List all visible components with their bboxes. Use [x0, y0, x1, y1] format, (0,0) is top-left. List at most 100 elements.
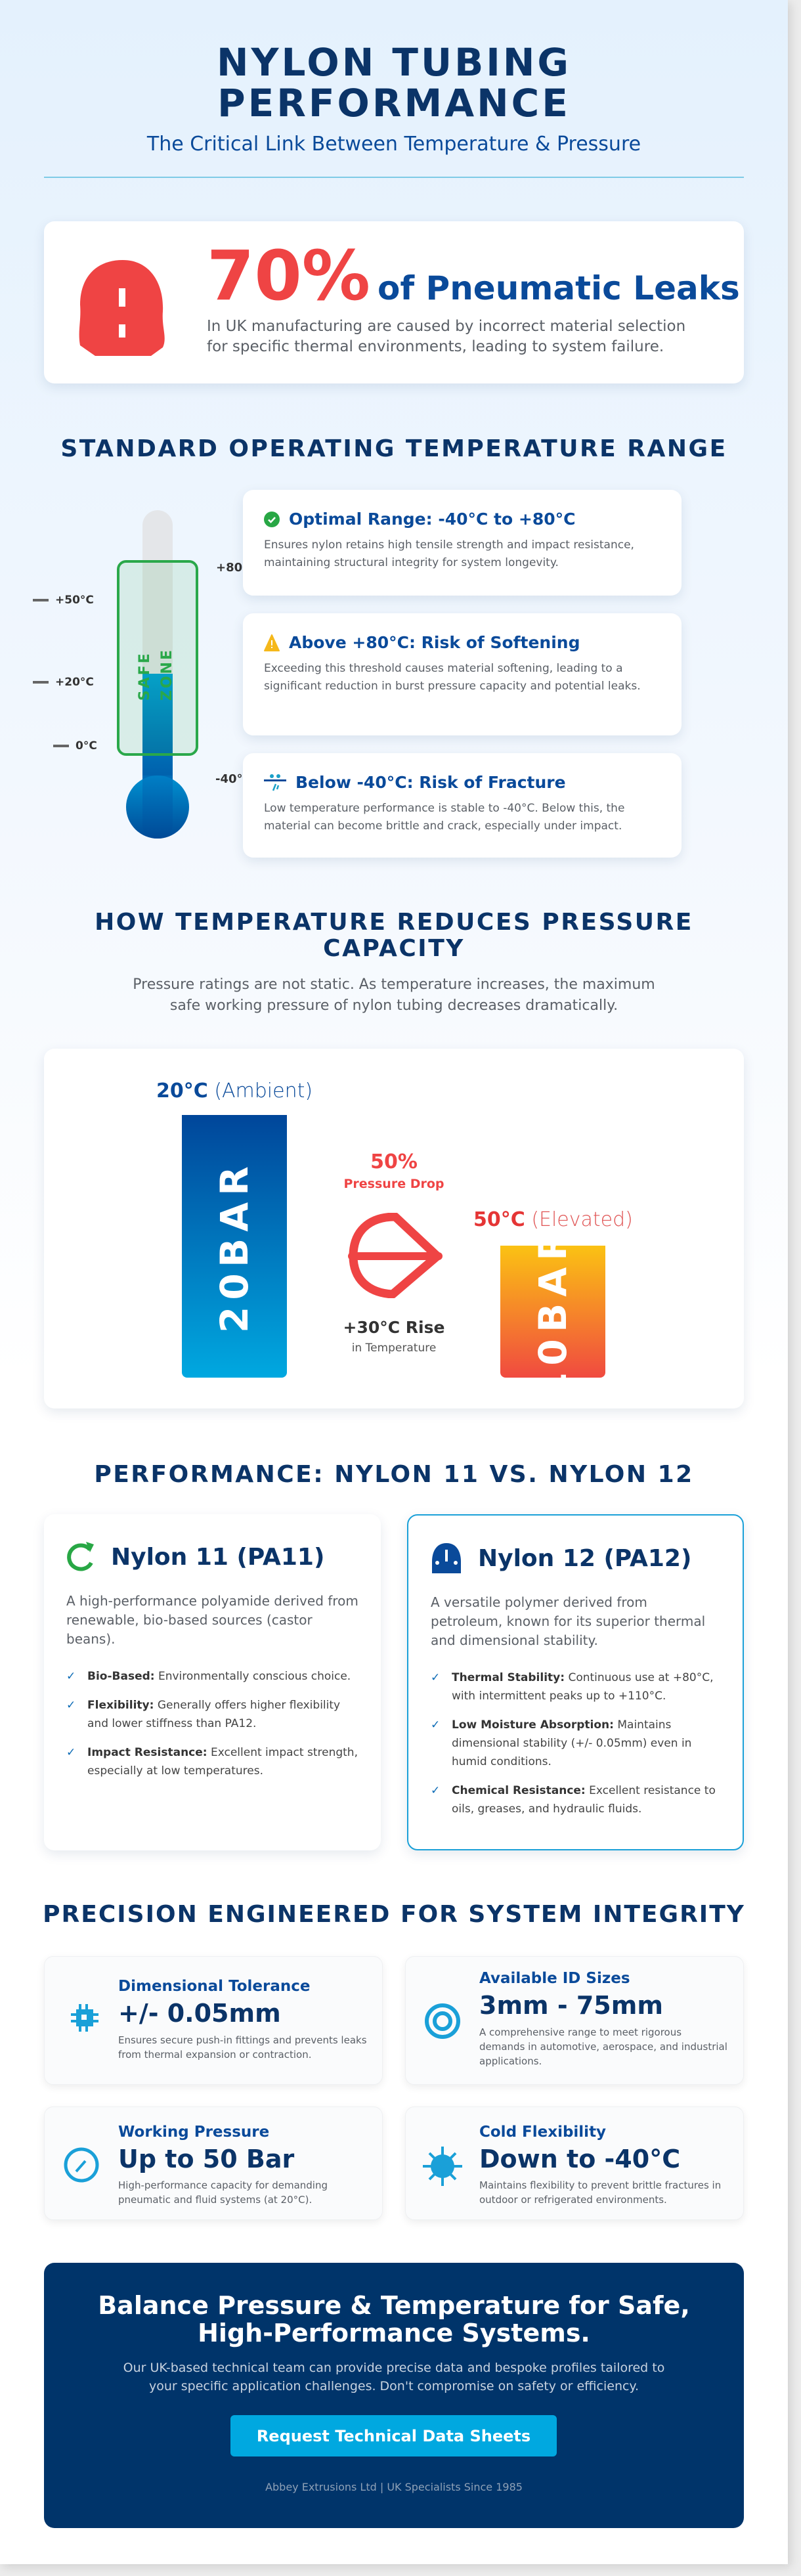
bullet-label: Impact Resistance: [87, 1746, 207, 1759]
title-line-2: PERFORMANCE [217, 81, 571, 125]
feature-value: Up to 50 Bar [118, 2145, 295, 2173]
pressure-intro-line: Pressure ratings are not static. As temp… [133, 976, 655, 993]
cta-text-line: your specific application challenges. Do… [148, 2379, 639, 2393]
nylon12-description: A versatile polymer derived from petrole… [431, 1594, 706, 1648]
check-icon: ✓ [66, 1699, 76, 1712]
check-icon: ✓ [431, 1671, 441, 1684]
check-icon: ✓ [431, 1784, 441, 1797]
feature-text: Maintains flexibility to prevent brittle… [479, 2179, 722, 2206]
range-card-text: Ensures nylon retains high tensile stren… [264, 538, 634, 569]
rise-label: +30°C Rise [343, 1318, 445, 1337]
leak-stat-card: 70% of Pneumatic Leaks In UK manufacturi… [44, 221, 744, 383]
oil-drop-icon [432, 1543, 461, 1573]
ring-target-icon [425, 2003, 460, 2039]
stat-headline: 70% of Pneumatic Leaks [207, 236, 740, 316]
bullet-label: Chemical Resistance: [452, 1784, 586, 1797]
bullet-text: Maintains dimensional stability (+/- 0.0… [452, 1718, 692, 1768]
bullet-text: Excellent impact strength, especially at… [87, 1746, 358, 1778]
temperature-heading: STANDARD OPERATING TEMPERATURE RANGE [60, 435, 727, 462]
stat-description-line: In UK manufacturing are caused by incorr… [207, 318, 686, 335]
range-card-text: Exceeding this threshold causes material… [264, 662, 641, 693]
feature-text: High-performance capacity for demanding … [118, 2179, 328, 2206]
list-item: ✓ Bio-Based: Environmentally conscious ch… [66, 1667, 358, 1686]
feature-card-sizes: Available ID Sizes 3mm - 75mm A comprehe… [405, 1956, 744, 2085]
bullet-label: Thermal Stability: [452, 1671, 565, 1684]
range-card-title: Optimal Range: -40°C to +80°C [289, 510, 576, 529]
recycle-arrow-icon [67, 1542, 94, 1571]
alert-blob-icon [79, 260, 165, 356]
bullet-label: Flexibility: [87, 1699, 154, 1712]
feature-label: Dimensional Tolerance [118, 1978, 311, 1995]
comparison-heading: PERFORMANCE: NYLON 11 VS. NYLON 12 [94, 1461, 694, 1488]
marker-minus40: -40°C [215, 772, 251, 786]
safe-zone-box: SAFE ZONE [117, 560, 198, 756]
bullet-text: Generally offers higher flexibility and … [87, 1699, 341, 1730]
pressure-intro: Pressure ratings are not static. As temp… [0, 974, 788, 1016]
thermometer-bulb-shade [142, 775, 173, 839]
nylon11-card: Nylon 11 (PA11) A high-performance polya… [44, 1514, 381, 1850]
feature-label: Working Pressure [118, 2124, 270, 2141]
range-card-softening: Above +80°C: Risk of Softening Exceeding… [243, 613, 682, 735]
elevated-bar-unit: BAR [530, 1225, 575, 1333]
cta-text-line: Our UK-based technical team can provide … [123, 2361, 665, 2375]
range-card-title: Below -40°C: Risk of Fracture [295, 773, 566, 792]
feature-value: Down to -40°C [479, 2145, 681, 2173]
features-heading: PRECISION ENGINEERED FOR SYSTEM INTEGRIT… [43, 1901, 745, 1928]
drop-label: Pressure Drop [343, 1177, 444, 1191]
snowflake-icon [423, 2147, 462, 2186]
snowflake-icon [264, 774, 286, 791]
nylon11-description: A high-performance polyamide derived fro… [66, 1593, 358, 1647]
title-line-1: NYLON TUBING [216, 40, 572, 85]
range-card-fracture: Below -40°C: Risk of Fracture Low temper… [243, 753, 682, 858]
safe-zone-word: ZONE [159, 648, 175, 701]
feature-label: Available ID Sizes [479, 1970, 630, 1987]
stat-description-line: for specific thermal environments, leadi… [207, 338, 664, 355]
range-card-title: Above +80°C: Risk of Softening [289, 633, 580, 652]
rise-sub-label: in Temperature [351, 1342, 437, 1355]
bullet-text: Continuous use at +80°C, with intermitte… [452, 1671, 714, 1703]
elevated-caption: (Elevated) [531, 1208, 633, 1231]
safe-zone-label: SAFE ZONE [134, 648, 179, 701]
header-divider [44, 177, 744, 178]
range-card-optimal: Optimal Range: -40°C to +80°C Ensures ny… [243, 490, 682, 596]
pressure-heading-line: CAPACITY [323, 935, 465, 962]
list-item: ✓ Impact Resistance: Excellent impact str… [66, 1743, 358, 1780]
pressure-drop-icon [348, 1213, 443, 1298]
nylon12-card: Nylon 12 (PA12) A versatile polymer deri… [407, 1514, 744, 1850]
stat-description: In UK manufacturing are caused by incorr… [207, 317, 685, 357]
pressure-heading-line: HOW TEMPERATURE REDUCES PRESSURE [95, 909, 693, 936]
nylon12-bullets: ✓ Thermal Stability: Continuous use at +8… [431, 1669, 720, 1818]
stat-label: of Pneumatic Leaks [378, 269, 740, 307]
check-circle-icon [264, 511, 280, 527]
check-icon: ✓ [66, 1746, 76, 1759]
feature-text: Ensures secure push-in fittings and prev… [118, 2034, 367, 2061]
feature-card-tolerance: Dimensional Tolerance +/- 0.05mm Ensures… [44, 1956, 383, 2085]
drop-percent: 50% [370, 1150, 418, 1173]
cta-title: Balance Pressure & Temperature for Safe,… [44, 2292, 744, 2347]
feature-card-pressure: Working Pressure Up to 50 Bar High-perfo… [44, 2107, 383, 2220]
elevated-pressure-bar: 10 BAR [500, 1225, 605, 1399]
ambient-pressure-bar: 20 BAR [182, 1115, 287, 1378]
nylon11-title: Nylon 11 (PA11) [111, 1543, 325, 1571]
feature-text: A comprehensive range to meet rigorous d… [479, 2026, 727, 2067]
stat-percent: 70% [207, 236, 370, 316]
pressure-heading: HOW TEMPERATURE REDUCES PRESSURE CAPACIT… [0, 909, 788, 962]
scale-label-zero: 0°C [53, 739, 97, 753]
chip-icon [71, 2004, 98, 2032]
cta-title-line: Balance Pressure & Temperature for Safe, [98, 2291, 690, 2320]
ambient-bar-value: 20 [212, 1267, 257, 1334]
page-title: NYLON TUBING PERFORMANCE [0, 42, 788, 123]
bullet-label: Bio-Based: [87, 1670, 155, 1683]
check-icon: ✓ [66, 1670, 76, 1683]
elevated-label: 50°C (Elevated) [473, 1208, 633, 1231]
cta-text: Our UK-based technical team can provide … [44, 2359, 744, 2395]
thermometer-tube [142, 510, 173, 799]
request-data-sheets-button[interactable]: Request Technical Data Sheets [230, 2415, 557, 2456]
list-item: ✓ Chemical Resistance: Excellent resistan… [431, 1781, 720, 1818]
nylon11-bullets: ✓ Bio-Based: Environmentally conscious ch… [66, 1667, 358, 1780]
bullet-label: Low Moisture Absorption: [452, 1718, 614, 1732]
safe-zone-word: SAFE [137, 651, 153, 701]
list-item: ✓ Thermal Stability: Continuous use at +8… [431, 1669, 720, 1705]
check-icon: ✓ [431, 1718, 441, 1732]
ambient-bar-unit: BAR [212, 1159, 257, 1267]
